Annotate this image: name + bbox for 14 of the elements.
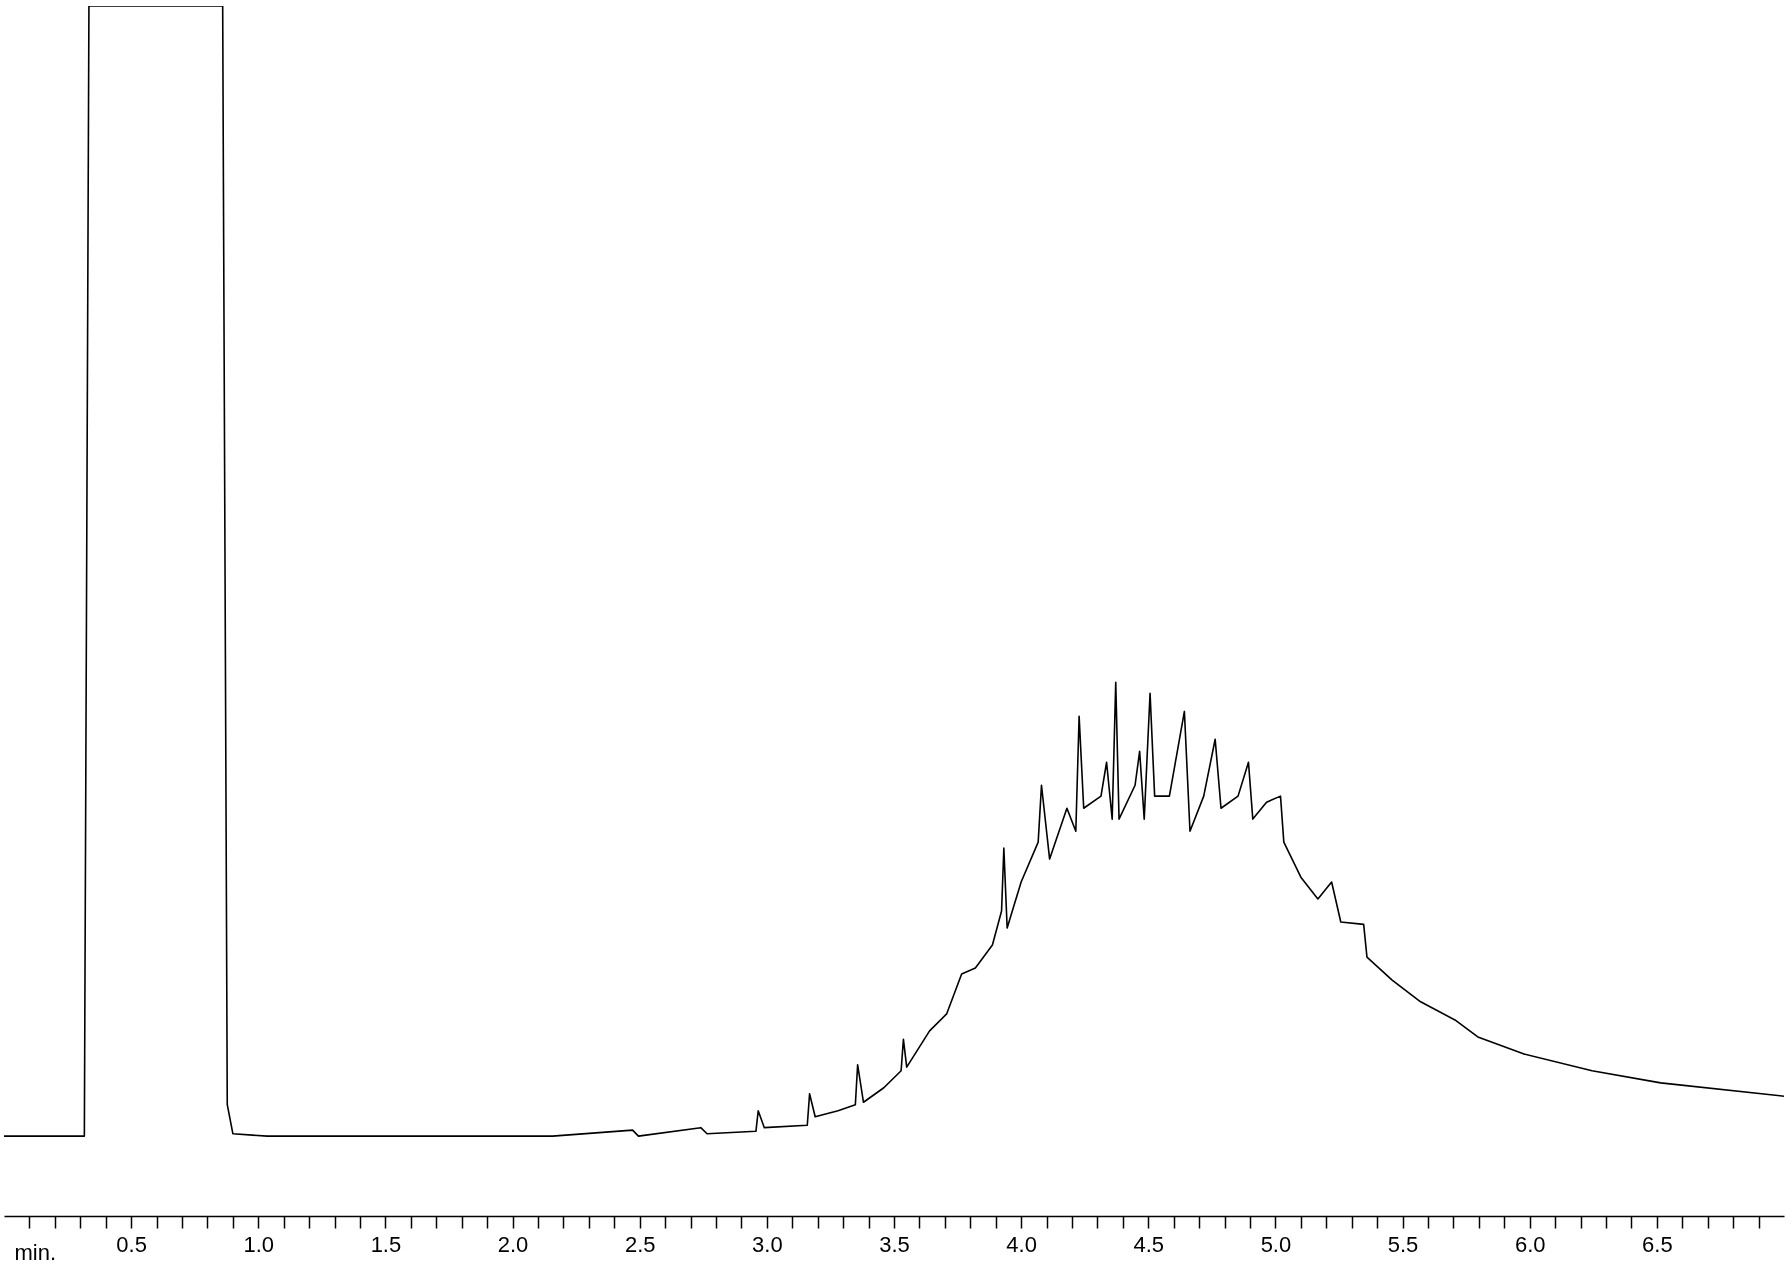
x-tick-label: 5.5 (1387, 1231, 1419, 1257)
x-tick-label: 5.0 (1260, 1231, 1292, 1257)
x-tick-label: 6.5 (1642, 1231, 1673, 1257)
x-tick-label: 4.0 (1006, 1231, 1037, 1257)
x-tick-label: 2.0 (497, 1231, 529, 1257)
x-tick-label: 3.5 (879, 1231, 910, 1257)
x-tick-label: 1.5 (370, 1231, 402, 1257)
x-axis-title: min. (14, 1239, 57, 1265)
x-tick-label: 3.0 (752, 1231, 783, 1257)
x-tick-label: 0.5 (116, 1231, 147, 1257)
x-tick-label: 1.0 (243, 1231, 275, 1257)
x-tick-label: 6.0 (1514, 1231, 1546, 1257)
x-tick-label: 2.5 (624, 1231, 656, 1257)
x-tick-label: 4.5 (1133, 1231, 1165, 1257)
